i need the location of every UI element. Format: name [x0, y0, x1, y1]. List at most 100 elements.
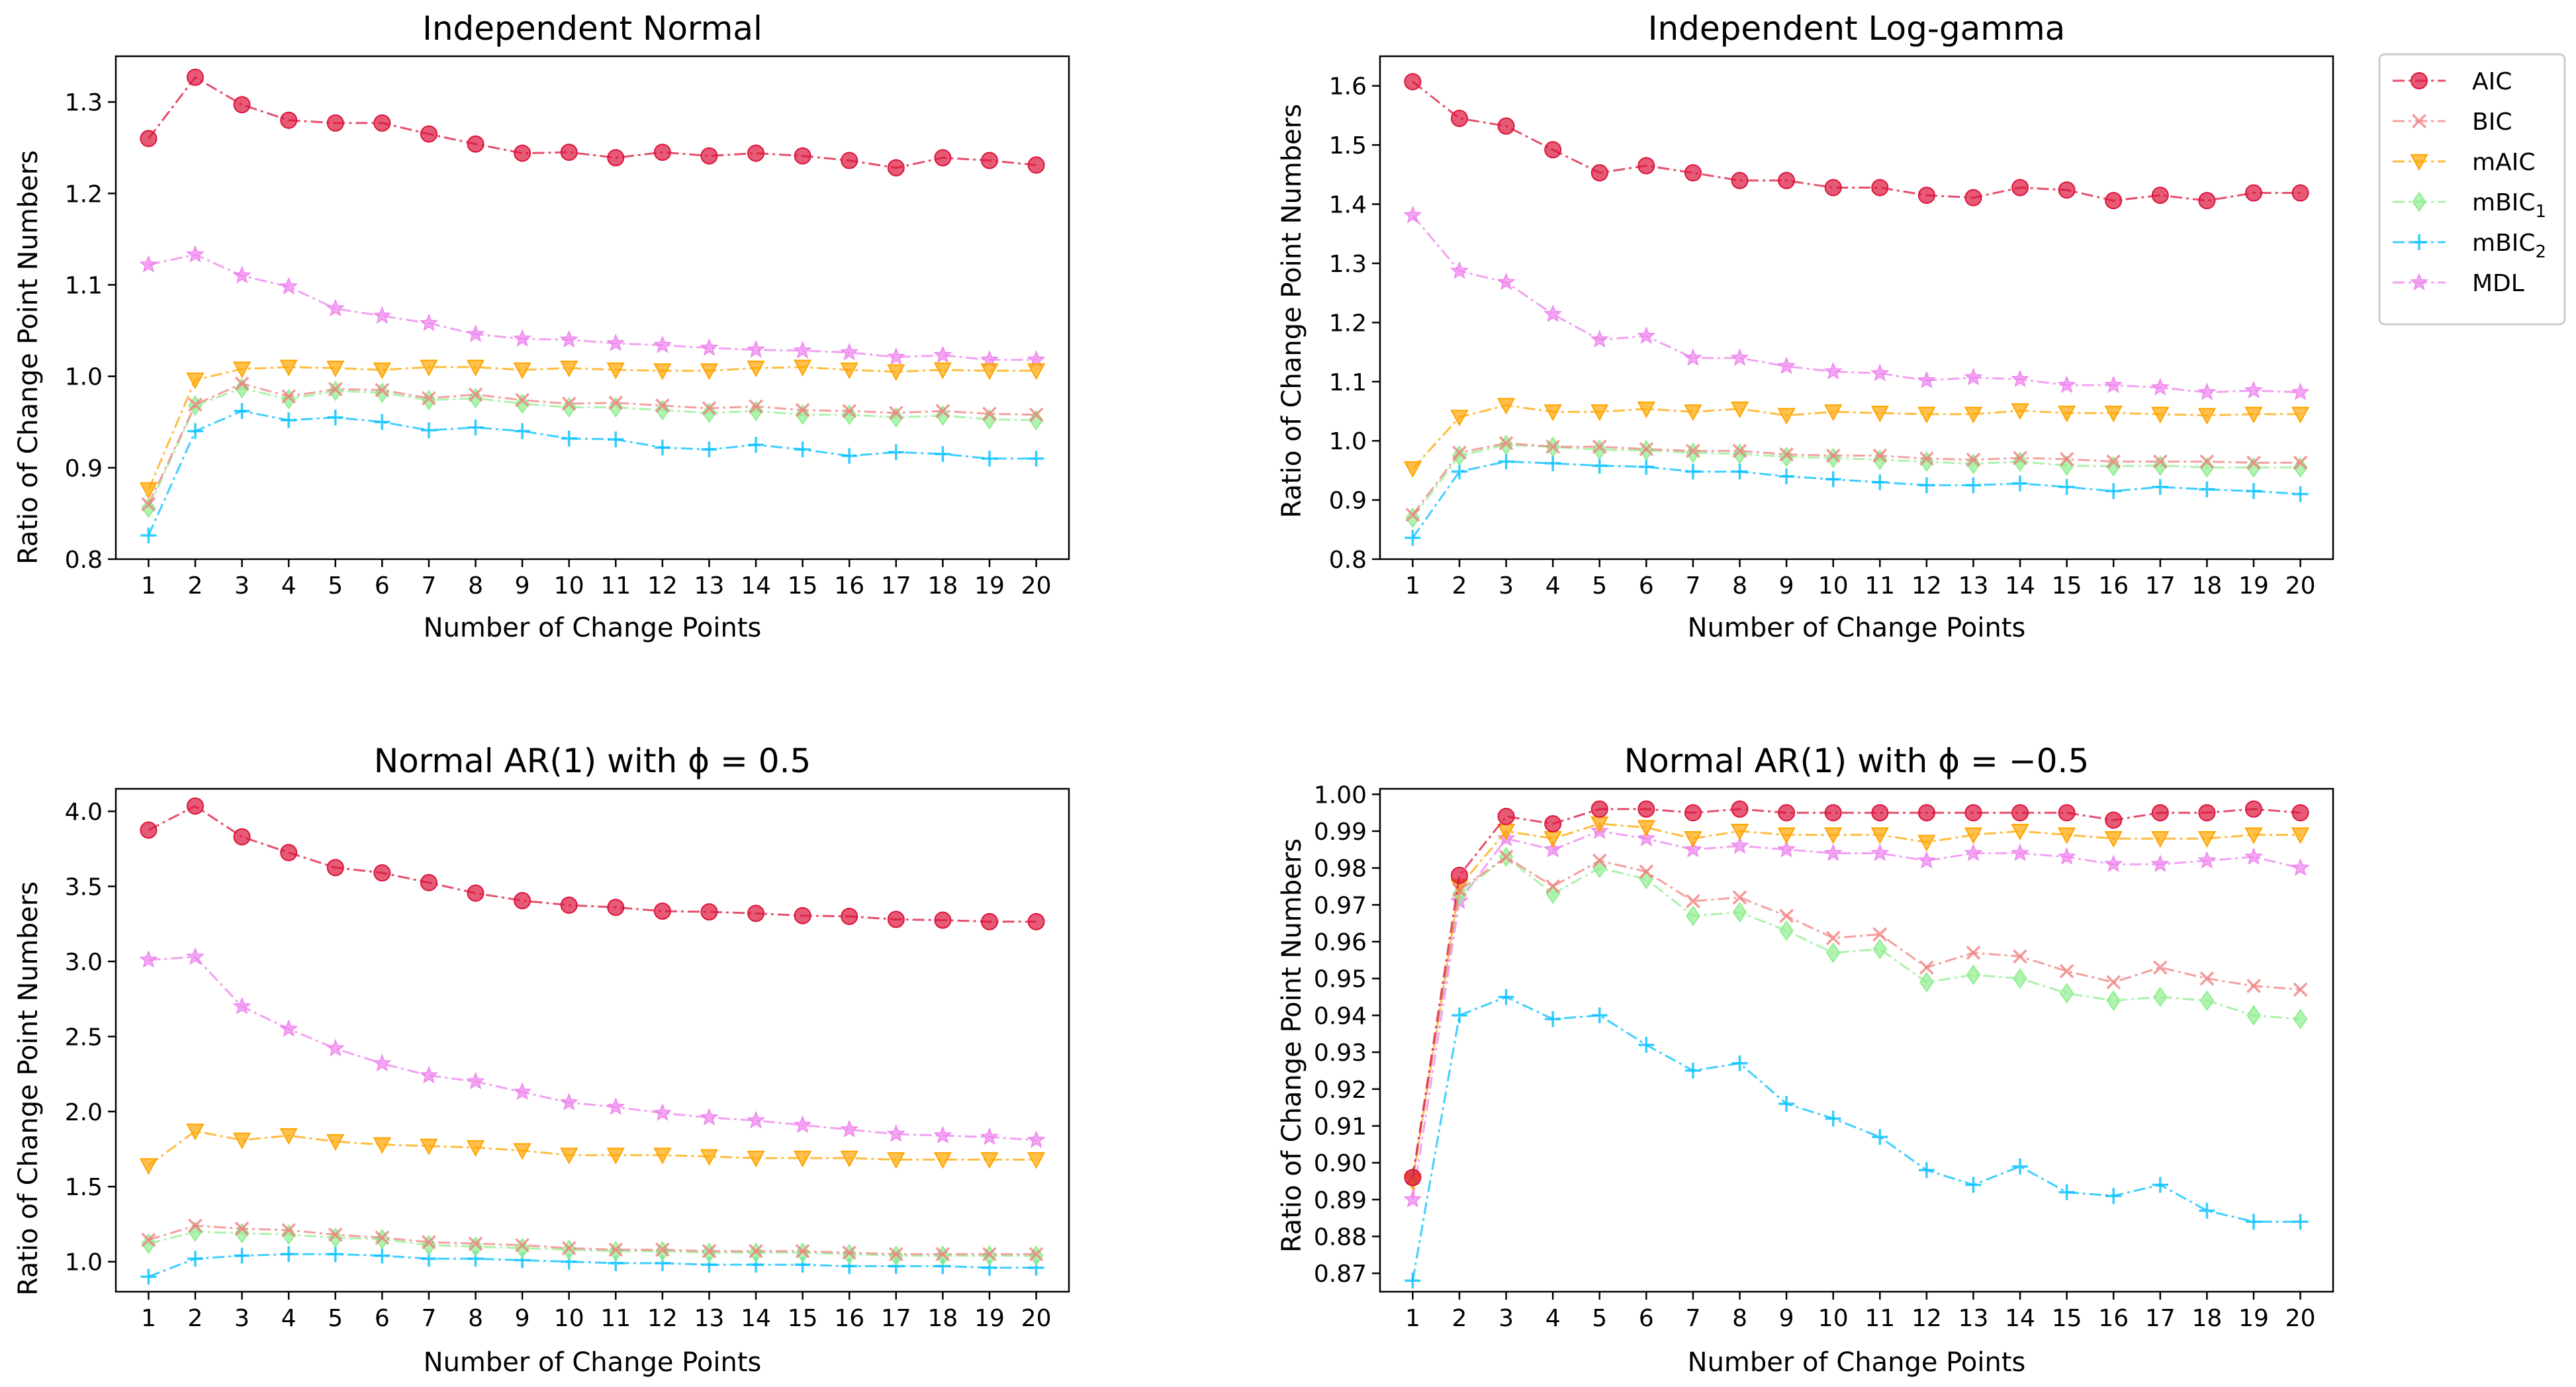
x-tick-label: 4	[281, 572, 297, 600]
data-point	[794, 147, 811, 165]
y-tick-label: 0.8	[65, 547, 103, 574]
series-line-mAIC	[148, 1130, 1036, 1167]
x-tick-label: 7	[421, 1305, 436, 1332]
y-tick-label: 0.98	[1314, 856, 1367, 883]
data-point	[935, 1247, 950, 1262]
data-point	[1028, 451, 1044, 467]
data-point	[2153, 987, 2168, 1008]
data-point	[326, 1038, 345, 1057]
data-point	[374, 1247, 391, 1264]
data-point	[1919, 451, 1934, 466]
y-tick-label: 2.0	[65, 1099, 103, 1126]
y-tick-label: 3.0	[65, 949, 103, 976]
panel-title: Independent Normal	[422, 9, 762, 48]
panel-title: Normal AR(1) with ϕ = −0.5	[1624, 742, 2090, 780]
data-point	[515, 392, 529, 408]
series-line-mBIC2	[148, 410, 1036, 536]
data-point	[1777, 840, 1796, 858]
data-point	[1730, 348, 1749, 366]
data-point	[281, 1223, 297, 1237]
data-point	[1919, 960, 1934, 975]
data-point	[139, 1158, 158, 1175]
data-point	[701, 441, 717, 458]
data-point	[841, 447, 858, 464]
data-point	[139, 950, 158, 968]
x-tick-label: 11	[600, 572, 631, 600]
data-point	[467, 884, 484, 902]
data-point	[747, 905, 765, 922]
x-tick-label: 16	[834, 572, 864, 600]
data-point	[1872, 927, 1888, 942]
data-point	[188, 397, 203, 412]
data-point	[887, 1152, 905, 1169]
legend-label: mBIC2	[2472, 230, 2546, 262]
data-point	[513, 329, 532, 347]
legend-label: MDL	[2472, 270, 2524, 297]
data-point	[1777, 827, 1796, 844]
data-point	[1684, 1062, 1701, 1079]
data-point	[1637, 800, 1655, 818]
series-AIC	[140, 797, 1045, 930]
x-tick-label: 13	[694, 572, 725, 600]
data-point	[607, 149, 625, 167]
data-point	[1964, 827, 1983, 844]
data-point	[1592, 853, 1607, 868]
data-point	[1027, 1152, 1046, 1169]
x-tick-label: 3	[234, 572, 250, 600]
series-line-MDL	[1412, 214, 2301, 394]
x-axis-label: Number of Change Points	[1688, 613, 2026, 643]
data-point	[1027, 363, 1046, 380]
data-point	[186, 947, 205, 965]
data-point	[608, 395, 623, 410]
data-point	[185, 245, 205, 263]
data-point	[2152, 454, 2168, 469]
y-tick-label: 0.94	[1314, 1003, 1367, 1030]
data-point	[2058, 478, 2075, 495]
data-point	[2151, 406, 2170, 424]
data-point	[1590, 164, 1608, 182]
x-tick-label: 4	[1545, 1305, 1561, 1332]
data-point	[140, 1269, 157, 1285]
data-point	[1403, 205, 1422, 224]
data-point	[232, 265, 252, 284]
data-point	[1872, 938, 1888, 960]
data-point	[1543, 404, 1562, 422]
data-point	[1823, 843, 1843, 862]
x-axis-label: Number of Change Points	[424, 613, 762, 643]
data-point	[2291, 184, 2309, 202]
data-point	[1029, 1247, 1044, 1262]
data-point	[326, 859, 344, 877]
y-tick-label: 2.5	[65, 1024, 103, 1051]
x-tick-label: 3	[1498, 1305, 1514, 1332]
data-point	[1872, 448, 1888, 463]
data-point	[933, 1152, 952, 1169]
data-point	[1452, 883, 1467, 897]
data-point	[328, 382, 343, 396]
y-tick-label: 0.93	[1314, 1040, 1367, 1067]
data-point	[234, 376, 250, 391]
data-point	[140, 821, 158, 839]
data-point	[373, 306, 392, 324]
x-tick-label: 17	[2145, 572, 2176, 600]
legend-marker	[2411, 72, 2428, 89]
x-tick-label: 9	[1779, 572, 1794, 600]
data-point	[2152, 478, 2168, 495]
data-point	[2150, 854, 2170, 872]
y-tick-label: 1.00	[1314, 782, 1367, 809]
data-point	[2291, 858, 2310, 876]
data-point	[795, 402, 810, 418]
data-point	[420, 422, 437, 439]
data-point	[279, 277, 299, 295]
series-line-BIC	[1411, 856, 2301, 1178]
data-point	[1917, 187, 1935, 204]
x-tick-label: 7	[421, 572, 436, 600]
data-point	[467, 420, 484, 436]
data-point	[234, 403, 250, 420]
y-tick-label: 1.3	[1329, 251, 1367, 278]
x-tick-label: 5	[1592, 572, 1607, 600]
data-point	[2199, 971, 2215, 986]
data-point	[2011, 369, 2029, 388]
x-tick-label: 18	[2192, 572, 2223, 600]
data-point	[2291, 382, 2310, 400]
